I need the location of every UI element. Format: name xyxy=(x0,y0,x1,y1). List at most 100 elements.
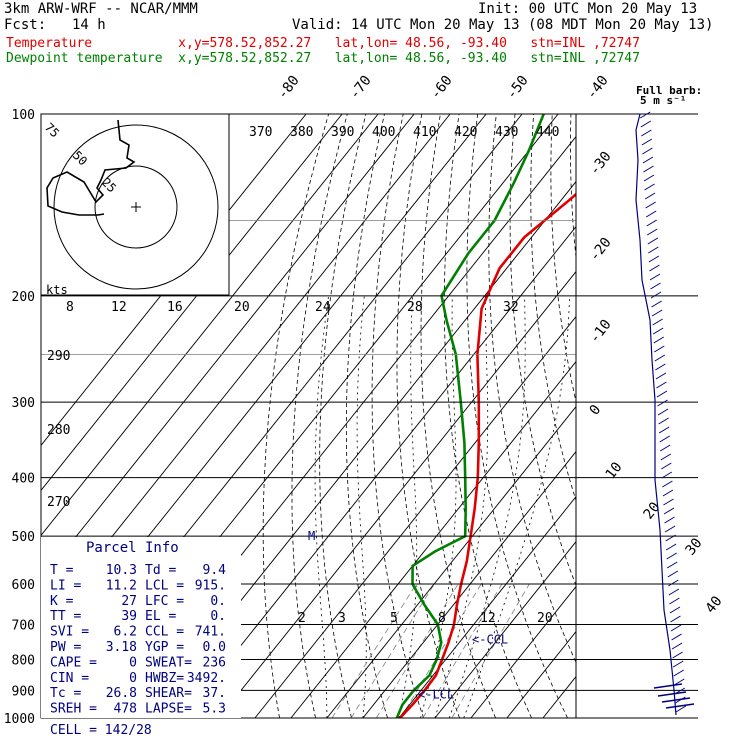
parcel-info-key: LFC = xyxy=(145,594,184,609)
parcel-info-value: 915. xyxy=(195,578,226,593)
parcel-info-key: TT = xyxy=(50,609,81,624)
wind-barb xyxy=(670,615,681,623)
moist-adiabat xyxy=(314,295,329,718)
wind-barb xyxy=(669,606,681,614)
isotherm xyxy=(506,630,576,718)
wind-barb xyxy=(648,246,659,254)
forecast-label: Fcst: xyxy=(4,17,47,33)
isotherm xyxy=(41,114,343,492)
temperature-axis-label: 30 xyxy=(683,535,706,558)
wind-barb xyxy=(653,336,664,344)
hodograph-speed-label: 32 xyxy=(503,300,519,315)
pressure-label-900: 900 xyxy=(12,684,35,699)
hodograph-speed-label: 12 xyxy=(111,300,127,315)
isotherm xyxy=(326,405,576,718)
parcel-info-value: 0. xyxy=(210,609,226,624)
temperature-axis-label: 10 xyxy=(603,459,626,482)
wind-barb xyxy=(667,570,679,578)
temperature-legend: Temperature x,y=578.52,852.27 lat,lon= 4… xyxy=(6,36,640,51)
mixing-ratio-line xyxy=(375,583,459,718)
wind-barb xyxy=(675,705,687,713)
dry-adiabat xyxy=(319,114,367,718)
parcel-info-value: 39 xyxy=(121,609,137,624)
moist-adiabat xyxy=(398,295,418,718)
parcel-info-value: 6.2 xyxy=(114,625,137,640)
pressure-label-700: 700 xyxy=(12,618,35,633)
dry-adiabat xyxy=(664,114,740,718)
parcel-info-key: LAPSE= xyxy=(145,702,192,717)
parcel-info-value: 10.3 xyxy=(106,563,137,578)
parcel-info-value: 0 xyxy=(129,671,137,686)
wind-barb xyxy=(642,156,654,164)
parcel-info-key: SWEAT= xyxy=(145,655,192,670)
dry-adiabat xyxy=(590,114,740,718)
wind-barb-key-units: 5 m s⁻¹ xyxy=(640,94,686,107)
wind-barb xyxy=(647,228,658,236)
parcel-info-value: 741. xyxy=(195,625,226,640)
wind-barb xyxy=(647,237,659,245)
theta-label: 290 xyxy=(47,349,70,364)
parcel-info-key: SHEAR= xyxy=(145,686,192,701)
wind-barb xyxy=(665,534,676,542)
moist-adiabat xyxy=(463,295,570,718)
valid-time: Valid: 14 UTC Mon 20 May 13 (08 MDT Mon … xyxy=(292,17,714,33)
dry-adiabat xyxy=(420,114,496,718)
model-title: 3km ARW-WRF -- NCAR/MMM xyxy=(4,1,198,17)
mixing-ratio-line xyxy=(422,583,503,718)
parcel-info-key: K = xyxy=(50,594,74,609)
dry-adiabat xyxy=(645,114,740,718)
wind-barb xyxy=(663,498,674,506)
parcel-info-key: Tc = xyxy=(50,686,81,701)
theta-label: 420 xyxy=(454,125,477,140)
dewpoint-point xyxy=(467,252,470,254)
wind-barb xyxy=(650,291,662,299)
wind-barb xyxy=(643,174,655,182)
parcel-info-value: 478 xyxy=(114,702,137,717)
parcel-info-key: LI = xyxy=(50,578,81,593)
pressure-label-400: 400 xyxy=(12,472,35,487)
hodograph xyxy=(40,113,230,296)
parcel-info-value: 9.4 xyxy=(203,563,227,578)
theta-label: 390 xyxy=(331,125,354,140)
temperature-axis-label: -30 xyxy=(587,149,615,179)
dewpoint-point xyxy=(464,507,467,510)
wind-barb xyxy=(641,129,652,137)
mixing-ratio-label: 5 xyxy=(390,611,398,626)
dewpoint-point xyxy=(401,703,404,706)
mixing-ratio-label: 3 xyxy=(338,611,346,626)
isotherm xyxy=(290,360,576,718)
temperature-axis-label: -20 xyxy=(587,235,615,265)
wind-barb xyxy=(662,489,674,497)
wind-barb xyxy=(645,201,656,209)
parcel-info-title: Parcel Info xyxy=(86,540,179,556)
pressure-label-200: 200 xyxy=(12,290,35,305)
wind-barb xyxy=(642,147,653,155)
wind-barb xyxy=(661,697,691,703)
wind-barb xyxy=(668,579,679,587)
theta-label: 440 xyxy=(536,125,559,140)
wind-barb xyxy=(651,300,662,308)
wind-barb xyxy=(661,462,672,470)
theta-label: 380 xyxy=(290,125,313,140)
wind-barb xyxy=(655,363,666,371)
hodograph-units: kts xyxy=(46,283,68,297)
dry-adiabat xyxy=(608,114,740,718)
wind-barb xyxy=(644,192,656,200)
dry-adiabat xyxy=(488,114,576,664)
temperature-point xyxy=(435,674,437,677)
parcel-info-key: SREH = xyxy=(50,702,97,717)
mixing-ratio-label: 20 xyxy=(537,611,553,626)
wind-barb xyxy=(670,624,682,632)
parcel-info-bg xyxy=(41,537,241,718)
wind-barb xyxy=(656,381,667,389)
hodograph-speed-label: 16 xyxy=(167,300,183,315)
wind-barb xyxy=(665,543,677,551)
wind-barb xyxy=(648,255,660,263)
isotherm xyxy=(434,540,576,718)
wind-barb xyxy=(666,561,678,569)
pressure-label-600: 600 xyxy=(12,578,35,593)
wind-barb xyxy=(657,408,669,416)
dry-adiabat xyxy=(466,114,568,718)
wind-barb xyxy=(658,426,670,434)
